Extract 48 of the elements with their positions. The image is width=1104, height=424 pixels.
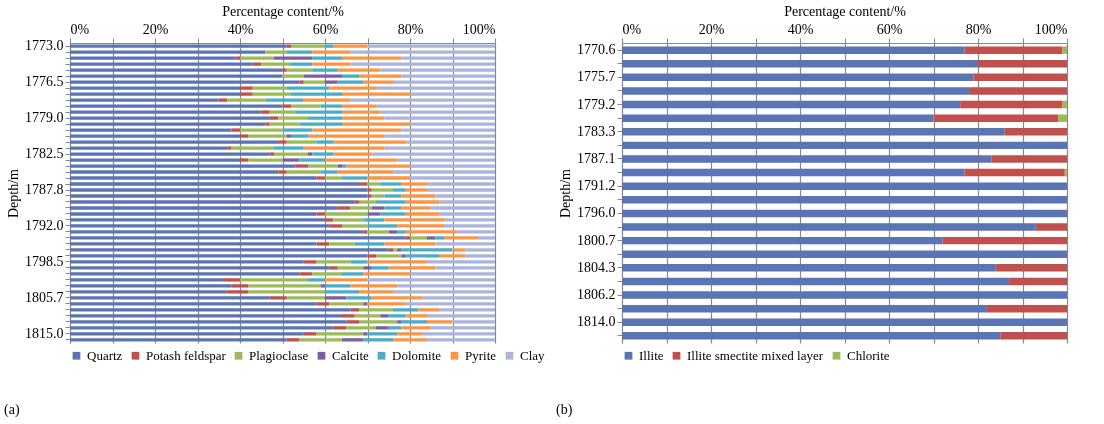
x-tick-label: 40% (227, 21, 254, 37)
y-tick-label: 1814.0 (577, 314, 616, 330)
y-tick-label: 1806.2 (577, 287, 616, 303)
legend-label: Plagioclase (249, 347, 309, 363)
legend-label: Calcite (332, 347, 370, 363)
legend-label: Illite smectite mixed layer (687, 347, 824, 363)
legend-label: Illite (639, 347, 664, 363)
legend-label: Chlorite (847, 347, 890, 363)
y-tick-label: 1783.3 (577, 123, 616, 139)
x-axis-title: Percentage content/% (222, 3, 345, 19)
legend-label: Clay (520, 347, 546, 363)
x-tick-label: 80% (397, 21, 424, 37)
x-tick-label: 0% (622, 21, 642, 37)
y-tick-label: 1779.0 (25, 110, 64, 126)
y-tick-label: 1804.3 (577, 259, 616, 275)
x-tick-label: 100% (462, 21, 496, 37)
y-tick-label: 1791.2 (577, 178, 616, 194)
x-tick-label: 80% (965, 21, 992, 37)
y-tick-label: 1770.6 (577, 42, 616, 58)
y-tick-label: 1787.8 (25, 182, 64, 197)
y-tick-label: 1800.7 (577, 232, 616, 248)
x-tick-label: 20% (142, 21, 169, 37)
x-tick-label: 100% (1034, 21, 1068, 37)
legend-label: Potash feldspar (146, 347, 227, 363)
text: (a) (4, 402, 20, 418)
y-tick-label: 1779.2 (577, 96, 616, 112)
y-axis-title: Depth/m (6, 168, 21, 218)
x-tick-label: 60% (312, 21, 339, 37)
y-tick-label: 1775.7 (577, 69, 616, 85)
legend-label: Dolomite (392, 347, 442, 363)
y-tick-label: 1798.5 (25, 253, 64, 269)
y-tick-label: 1796.0 (577, 205, 616, 221)
y-tick-label: 1805.7 (25, 289, 64, 305)
x-tick-label: 60% (876, 21, 903, 37)
legend-label: Quartz (87, 347, 123, 363)
y-tick-label: 1792.0 (25, 217, 64, 233)
y-tick-label: 1776.5 (25, 74, 64, 90)
x-tick-label: 20% (698, 21, 725, 37)
legend-label: Pyrite (465, 347, 497, 363)
x-tick-label: 40% (787, 21, 814, 37)
text: (b) (556, 402, 573, 418)
y-tick-label: 1787.1 (577, 150, 616, 166)
x-tick-label: 0% (70, 21, 90, 37)
y-tick-label: 1782.5 (25, 146, 64, 162)
y-axis-title: Depth/m (558, 168, 573, 218)
y-tick-label: 1815.0 (25, 325, 64, 341)
x-axis-title: Percentage content/% (784, 3, 907, 19)
y-tick-label: 1773.0 (25, 38, 64, 54)
